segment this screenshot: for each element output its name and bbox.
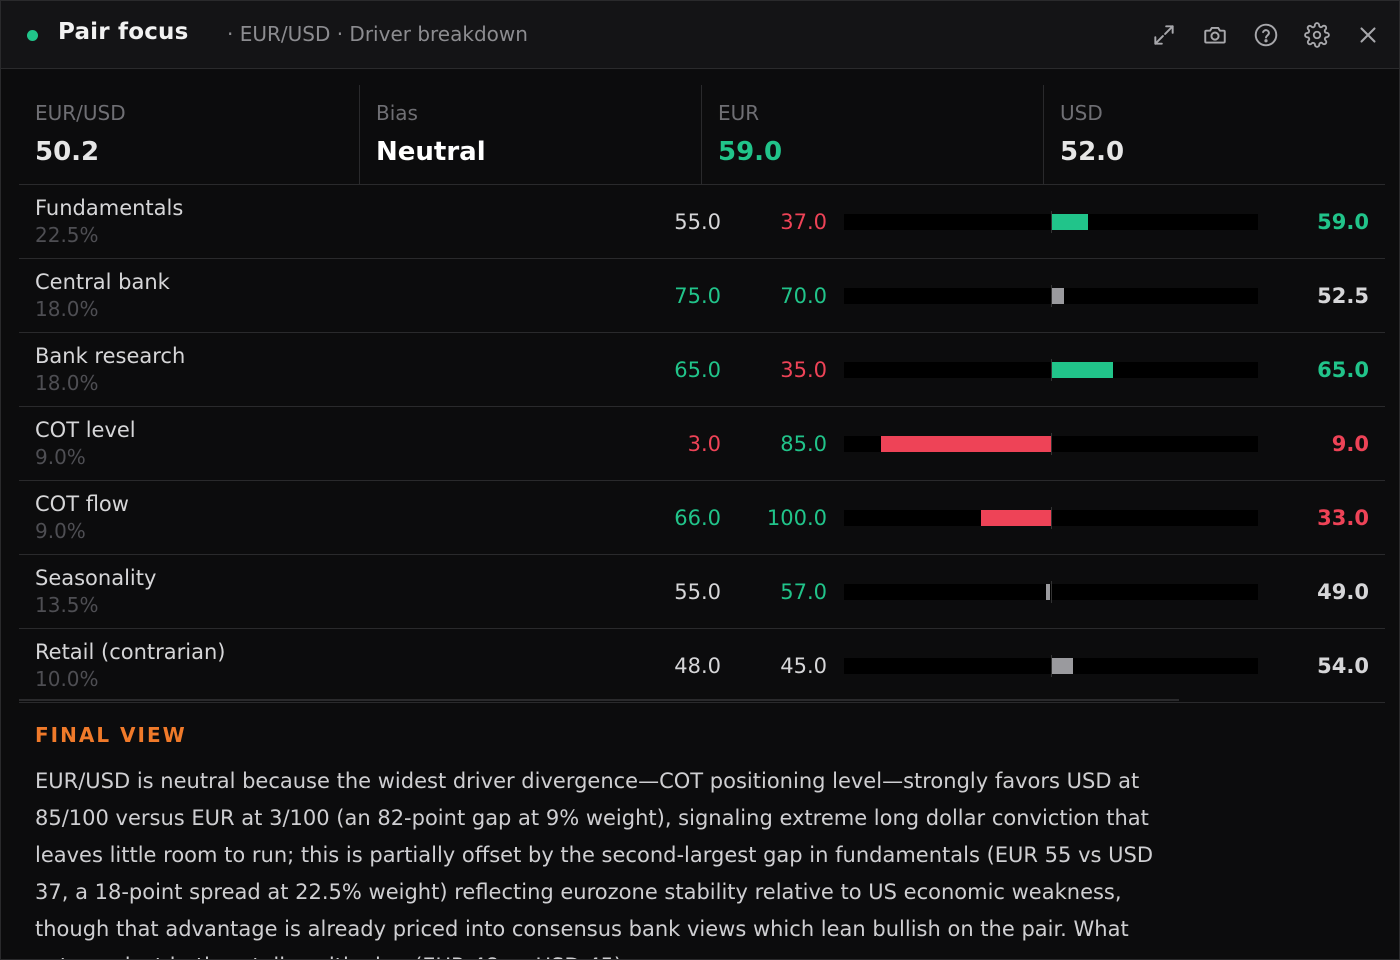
driver-bar-center xyxy=(1051,655,1052,677)
driver-weight: 10.0% xyxy=(35,667,99,691)
driver-name: Bank research xyxy=(35,344,186,368)
driver-weight: 13.5% xyxy=(35,593,99,617)
summary-usd-value: 52.0 xyxy=(1060,137,1125,167)
driver-net-score: 9.0 xyxy=(1331,432,1369,456)
driver-bar xyxy=(1051,288,1065,304)
driver-bar xyxy=(881,436,1051,452)
driver-bar-track xyxy=(844,655,1258,677)
final-view-heading: FINAL VIEW xyxy=(35,723,187,747)
gear-icon[interactable] xyxy=(1304,22,1330,48)
summary-bias-label: Bias xyxy=(376,101,418,125)
driver-usd-score: 57.0 xyxy=(780,580,827,604)
driver-row: Fundamentals 22.5% 55.0 37.0 59.0 xyxy=(19,185,1385,259)
driver-name: Central bank xyxy=(35,270,170,294)
driver-eur-score: 55.0 xyxy=(674,210,721,234)
driver-eur-score: 55.0 xyxy=(674,580,721,604)
driver-net-score: 54.0 xyxy=(1317,654,1369,678)
driver-bar-track xyxy=(844,211,1258,233)
summary-eur: EUR 59.0 xyxy=(701,85,1043,184)
driver-eur-score: 3.0 xyxy=(687,432,721,456)
camera-icon[interactable] xyxy=(1202,22,1228,48)
driver-bar-track xyxy=(844,433,1258,455)
driver-usd-score: 37.0 xyxy=(780,210,827,234)
driver-row: COT level 9.0% 3.0 85.0 9.0 xyxy=(19,407,1385,481)
driver-usd-score: 35.0 xyxy=(780,358,827,382)
driver-row: Seasonality 13.5% 55.0 57.0 49.0 xyxy=(19,555,1385,629)
driver-net-score: 49.0 xyxy=(1317,580,1369,604)
driver-net-score: 52.5 xyxy=(1317,284,1369,308)
driver-usd-score: 85.0 xyxy=(780,432,827,456)
driver-name: Seasonality xyxy=(35,566,157,590)
help-icon[interactable] xyxy=(1253,22,1279,48)
driver-net-score: 59.0 xyxy=(1317,210,1369,234)
driver-bar-center xyxy=(1051,359,1052,381)
summary-usd: USD 52.0 xyxy=(1043,85,1386,184)
status-dot xyxy=(27,30,38,41)
driver-row: COT flow 9.0% 66.0 100.0 33.0 xyxy=(19,481,1385,555)
driver-name: COT level xyxy=(35,418,136,442)
driver-bar-center xyxy=(1051,507,1052,529)
summary-pair-label: EUR/USD xyxy=(35,101,126,125)
driver-usd-score: 70.0 xyxy=(780,284,827,308)
driver-name: Fundamentals xyxy=(35,196,184,220)
driver-bar-track xyxy=(844,359,1258,381)
driver-bar xyxy=(980,510,1051,526)
driver-row: Bank research 18.0% 65.0 35.0 65.0 xyxy=(19,333,1385,407)
driver-weight: 9.0% xyxy=(35,519,86,543)
driver-bar xyxy=(1051,362,1114,378)
driver-bar-center xyxy=(1051,211,1052,233)
driver-eur-score: 48.0 xyxy=(674,654,721,678)
driver-bar-center xyxy=(1051,433,1052,455)
driver-bar-track xyxy=(844,285,1258,307)
driver-table: Fundamentals 22.5% 55.0 37.0 59.0 Central ban… xyxy=(19,185,1385,703)
driver-bar-track xyxy=(844,581,1258,603)
summary-eur-value: 59.0 xyxy=(718,137,783,167)
driver-bar xyxy=(1051,658,1073,674)
driver-net-score: 33.0 xyxy=(1317,506,1369,530)
summary-eur-label: EUR xyxy=(718,101,760,125)
driver-row: Central bank 18.0% 75.0 70.0 52.5 xyxy=(19,259,1385,333)
driver-weight: 9.0% xyxy=(35,445,86,469)
close-icon[interactable] xyxy=(1355,22,1381,48)
summary-bias: Bias Neutral xyxy=(359,85,701,184)
summary-pair-value: 50.2 xyxy=(35,137,100,167)
summary-pair: EUR/USD 50.2 xyxy=(19,85,359,184)
driver-usd-score: 45.0 xyxy=(780,654,827,678)
driver-eur-score: 65.0 xyxy=(674,358,721,382)
driver-bar xyxy=(1051,214,1089,230)
window-title: Pair focus xyxy=(58,19,189,45)
title-bar: Pair focus · EUR/USD · Driver breakdown xyxy=(1,1,1399,69)
final-view-text: EUR/USD is neutral because the widest dr… xyxy=(35,769,1153,959)
driver-weight: 18.0% xyxy=(35,297,99,321)
divider xyxy=(19,699,1179,701)
window-subtitle: · EUR/USD · Driver breakdown xyxy=(227,22,528,46)
driver-name: COT flow xyxy=(35,492,129,516)
driver-name: Retail (contrarian) xyxy=(35,640,226,664)
driver-row: Retail (contrarian) 10.0% 48.0 45.0 54.0 xyxy=(19,629,1385,703)
expand-icon[interactable] xyxy=(1151,22,1177,48)
driver-bar-center xyxy=(1051,581,1052,603)
driver-bar xyxy=(1046,584,1050,600)
driver-weight: 22.5% xyxy=(35,223,99,247)
summary-usd-label: USD xyxy=(1060,101,1103,125)
driver-weight: 18.0% xyxy=(35,371,99,395)
summary-bias-value: Neutral xyxy=(376,137,486,167)
driver-usd-score: 100.0 xyxy=(766,506,827,530)
summary-row: EUR/USD 50.2 Bias Neutral EUR 59.0 USD 5… xyxy=(19,85,1385,185)
driver-eur-score: 75.0 xyxy=(674,284,721,308)
driver-eur-score: 66.0 xyxy=(674,506,721,530)
driver-net-score: 65.0 xyxy=(1317,358,1369,382)
driver-bar-center xyxy=(1051,285,1052,307)
driver-bar-track xyxy=(844,507,1258,529)
